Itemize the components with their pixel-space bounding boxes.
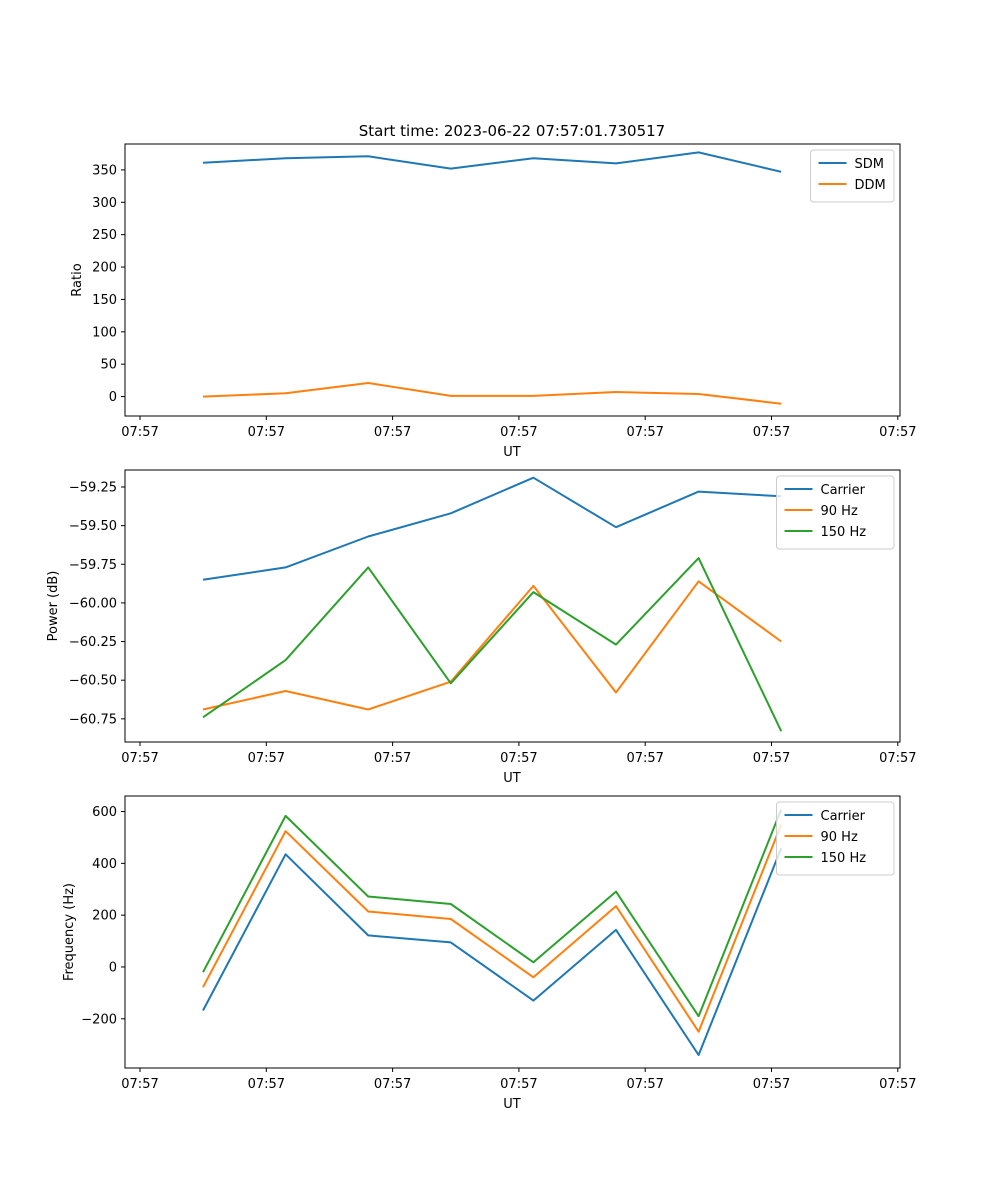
x-tick-label: 07:57	[248, 1077, 285, 1092]
x-tick-label: 07:57	[500, 425, 537, 440]
y-tick-label: 150	[92, 293, 117, 308]
x-tick-label: 07:57	[753, 1077, 790, 1092]
legend-label: Carrier	[821, 483, 866, 498]
chart-panel-1: 07:5707:5707:5707:5707:5707:5707:5707:58…	[70, 143, 917, 460]
x-tick-label: 07:57	[248, 751, 285, 766]
x-tick-label: 07:57	[374, 1077, 411, 1092]
y-tick-label: −200	[81, 1012, 117, 1027]
x-tick-label: 07:57	[248, 425, 285, 440]
x-tick-label: 07:57	[500, 1077, 537, 1092]
x-tick-label: 07:57	[753, 751, 790, 766]
x-tick-label: 07:57	[121, 1077, 158, 1092]
x-tick-label: 07:57	[626, 425, 663, 440]
x-axis-label: UT	[503, 771, 521, 786]
y-tick-label: −59.50	[69, 519, 117, 534]
y-tick-label: 250	[92, 228, 117, 243]
x-axis-label: UT	[503, 445, 521, 460]
legend-label: SDM	[855, 157, 884, 172]
y-tick-label: 600	[92, 805, 117, 820]
legend: Carrier 90 Hz 150 Hz	[776, 475, 895, 550]
chart-panels: 07:5707:5707:5707:5707:5707:5707:5707:58…	[46, 143, 917, 1112]
series-line-carrier	[202, 476, 782, 581]
y-tick-label: 100	[92, 325, 117, 340]
y-tick-label: 200	[92, 261, 117, 276]
x-tick-label: 07:57	[753, 425, 790, 440]
series-line-90-hz	[202, 824, 783, 1033]
x-tick-label: 07:57	[374, 751, 411, 766]
chart-panel-2: 07:5707:5707:5707:5707:5707:5707:5707:58…	[46, 469, 917, 786]
axes-frame	[124, 795, 901, 1069]
legend-label: 90 Hz	[821, 830, 858, 845]
series-line-150-hz	[202, 557, 783, 732]
x-tick-label: 07:57	[879, 751, 916, 766]
y-tick-label: −60.00	[69, 596, 117, 611]
chart-panel-3: 07:5707:5707:5707:5707:5707:5707:5707:58…	[62, 795, 917, 1112]
series-line-ddm	[202, 382, 782, 405]
figure-title: Start time: 2023-06-22 07:57:01.730517	[359, 122, 665, 140]
y-tick-label: −60.50	[69, 674, 117, 689]
series-line-90-hz	[202, 580, 782, 711]
y-axis-label: Frequency (Hz)	[62, 883, 77, 981]
y-tick-label: 300	[92, 196, 117, 211]
y-axis-label: Power (dB)	[46, 571, 61, 642]
y-tick-label: −59.25	[69, 481, 117, 496]
legend-label: 150 Hz	[821, 525, 867, 540]
axes-frame	[124, 143, 901, 417]
legend: Carrier 90 Hz 150 Hz	[776, 801, 895, 876]
y-tick-label: 400	[92, 857, 117, 872]
y-tick-label: 0	[109, 960, 117, 975]
series-line-sdm	[202, 151, 782, 173]
legend-label: 150 Hz	[821, 851, 867, 866]
y-tick-label: 50	[100, 358, 117, 373]
legend-label: DDM	[855, 178, 886, 193]
x-tick-label: 07:57	[879, 425, 916, 440]
x-tick-label: 07:57	[879, 1077, 916, 1092]
x-tick-label: 07:57	[500, 751, 537, 766]
y-tick-label: −60.75	[69, 712, 117, 727]
legend-label: Carrier	[821, 809, 866, 824]
y-tick-label: 350	[92, 163, 117, 178]
x-tick-label: 07:57	[121, 425, 158, 440]
legend: SDM DDM	[810, 149, 895, 203]
legend-label: 90 Hz	[821, 504, 858, 519]
y-tick-label: −59.75	[69, 558, 117, 573]
series-line-carrier	[202, 847, 783, 1056]
series-line-150-hz	[202, 809, 783, 1018]
x-tick-label: 07:57	[626, 751, 663, 766]
y-axis-label: Ratio	[70, 263, 85, 296]
x-tick-label: 07:57	[374, 425, 411, 440]
axes-frame	[124, 469, 901, 743]
y-tick-label: −60.25	[69, 635, 117, 650]
x-tick-label: 07:57	[626, 1077, 663, 1092]
x-axis-label: UT	[503, 1097, 521, 1112]
y-tick-label: 0	[109, 390, 117, 405]
y-tick-label: 200	[92, 909, 117, 924]
x-tick-label: 07:57	[121, 751, 158, 766]
